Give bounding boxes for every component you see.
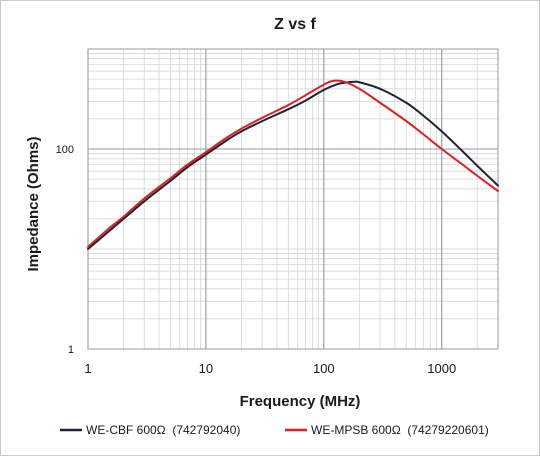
x-tick-label: 100 — [313, 361, 335, 376]
legend-label: WE-CBF 600Ω (742792040) — [86, 423, 240, 437]
x-axis-label: Frequency (MHz) — [240, 393, 361, 410]
chart-title: Z vs f — [274, 16, 316, 33]
y-tick-label: 1 — [68, 344, 74, 356]
x-tick-labels: 1 10 100 1000 — [84, 361, 456, 376]
y-axis-label: Impedance (Ohms) — [25, 136, 42, 271]
x-tick-label: 10 — [199, 361, 213, 376]
series-line-we-cbf — [87, 80, 499, 250]
x-tick-label: 1 — [84, 361, 91, 376]
x-tick-label: 1000 — [427, 361, 456, 376]
minor-grid — [88, 48, 499, 349]
series-layer — [87, 79, 499, 250]
series-line-we-mpsb — [87, 79, 499, 248]
plot-area-border — [87, 48, 499, 350]
y-tick-label: 100 — [56, 144, 74, 156]
y-tick-labels: 1 100 — [56, 144, 74, 356]
legend: WE-CBF 600Ω (742792040) WE-MPSB 600Ω (742… — [60, 423, 489, 437]
legend-label: WE-MPSB 600Ω (74279220601) — [311, 423, 489, 437]
